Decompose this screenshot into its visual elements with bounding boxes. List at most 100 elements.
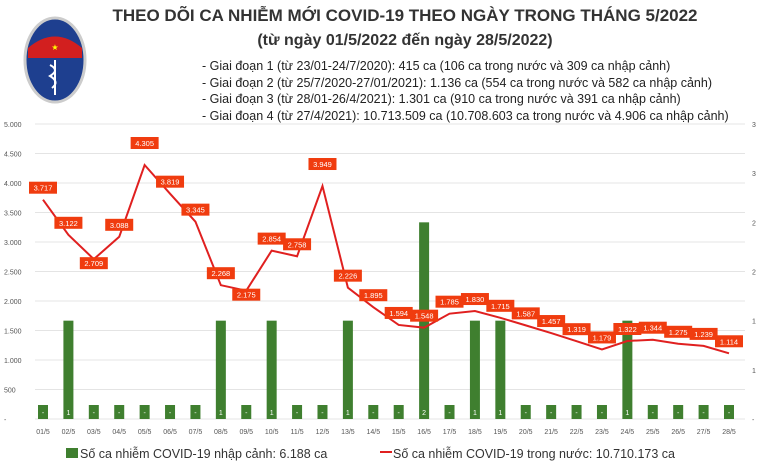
data-label: 1.587	[516, 309, 535, 318]
bar-imported	[342, 320, 353, 419]
bar-label: -	[372, 410, 375, 417]
bar-label: -	[550, 410, 553, 417]
data-label-box	[410, 309, 439, 322]
bar-label: 1	[498, 410, 502, 417]
y2-tick-label: 3	[752, 171, 756, 178]
x-tick-label: 19/5	[494, 429, 508, 436]
bar-imported	[114, 405, 125, 419]
bar-imported	[571, 405, 582, 419]
x-tick-label: 18/5	[468, 429, 482, 436]
data-label: 1.715	[491, 302, 510, 311]
data-label-box	[79, 257, 108, 270]
x-tick-label: 09/5	[239, 429, 253, 436]
x-tick-label: 06/5	[163, 429, 177, 436]
x-tick-label: 24/5	[621, 429, 635, 436]
bar-imported	[190, 405, 201, 419]
y-tick-label: 3.500	[4, 211, 22, 218]
legend-domestic: Số ca nhiễm COVID-19 trong nước: 10.710.…	[393, 446, 675, 461]
x-tick-label: 02/5	[62, 429, 76, 436]
data-label: 1.548	[415, 312, 434, 321]
data-label-box	[537, 315, 566, 328]
data-label-box	[664, 325, 693, 338]
data-label: 1.179	[593, 333, 612, 342]
data-label: 3.819	[161, 178, 180, 187]
data-label-box	[587, 331, 616, 344]
data-label-box	[511, 307, 540, 320]
bar-imported	[368, 405, 379, 419]
bar-imported	[673, 405, 684, 419]
bar-label: -	[321, 410, 324, 417]
data-label: 3.345	[186, 206, 205, 215]
x-tick-label: 25/5	[646, 429, 660, 436]
data-label: 1.594	[389, 309, 408, 318]
data-label: 4.305	[135, 139, 154, 148]
bar-imported	[241, 405, 252, 419]
x-tick-label: 10/5	[265, 429, 279, 436]
data-label: 3.122	[59, 219, 78, 228]
bar-label: 1	[270, 410, 274, 417]
data-label: 2.758	[288, 240, 307, 249]
bar-label: -	[93, 410, 96, 417]
bar-label: 1	[625, 410, 629, 417]
x-tick-label: 16/5	[417, 429, 431, 436]
data-label: 1.114	[720, 337, 738, 346]
bar-label: -	[169, 410, 172, 417]
y2-tick-label: 3	[752, 122, 756, 129]
data-label-box	[460, 293, 489, 306]
bar-imported	[139, 405, 150, 419]
data-label-box	[181, 203, 210, 216]
x-tick-label: 03/5	[87, 429, 101, 436]
data-label: 1.319	[567, 325, 586, 334]
bar-imported	[165, 405, 176, 419]
data-label-box	[308, 158, 337, 171]
data-label: 1.275	[669, 328, 688, 337]
data-label: 1.830	[466, 295, 485, 304]
y-tick-label: 2.500	[4, 270, 22, 277]
bar-label: -	[575, 410, 578, 417]
y2-tick-label: 2	[752, 270, 756, 277]
x-tick-label: 01/5	[36, 429, 50, 436]
bar-imported	[495, 320, 506, 419]
bar-label: -	[728, 410, 731, 417]
bar-label: -	[245, 410, 248, 417]
x-tick-label: 11/5	[291, 429, 304, 436]
x-tick-label: 07/5	[189, 429, 203, 436]
data-label: 2.854	[262, 235, 281, 244]
bar-label: 1	[346, 410, 350, 417]
bar-imported	[622, 320, 633, 419]
bar-imported	[444, 405, 455, 419]
note-phase-4: - Giai đoạn 4 (từ 27/4/2021): 10.713.509…	[202, 108, 729, 123]
bar-imported	[698, 405, 709, 419]
bar-label: 1	[66, 410, 70, 417]
x-tick-label: 05/5	[138, 429, 152, 436]
chart-title: THEO DÕI CA NHIỄM MỚI COVID-19 THEO NGÀY…	[112, 6, 698, 25]
data-label: 2.268	[211, 269, 230, 278]
bar-label: -	[525, 410, 528, 417]
y-tick-label: 5.000	[4, 122, 22, 129]
x-tick-label: 04/5	[112, 429, 126, 436]
data-label: 2.709	[84, 259, 103, 268]
x-tick-label: 08/5	[214, 429, 228, 436]
data-label-box	[689, 327, 718, 340]
note-phase-2: - Giai đoạn 2 (từ 25/7/2020-27/01/2021):…	[202, 75, 712, 90]
y2-tick-label: 1	[752, 368, 756, 375]
bar-label: -	[296, 410, 299, 417]
y2-tick-label: 1	[752, 319, 756, 326]
data-label: 3.949	[313, 160, 332, 169]
data-label-box	[333, 269, 362, 282]
x-tick-label: 20/5	[519, 429, 533, 436]
ministry-of-health-logo: ★	[23, 16, 87, 104]
x-tick-label: 15/5	[392, 429, 406, 436]
bar-label: -	[652, 410, 655, 417]
data-label-box	[130, 137, 159, 150]
x-tick-label: 22/5	[570, 429, 584, 436]
data-label: 1.322	[618, 325, 637, 334]
bar-label: -	[143, 410, 146, 417]
data-label-box	[156, 175, 185, 188]
y-tick-label: -	[4, 417, 7, 424]
data-label: 3.717	[34, 184, 53, 193]
bar-imported	[38, 405, 48, 419]
x-tick-label: 12/5	[316, 429, 330, 436]
bar-label: -	[118, 410, 121, 417]
bar-label: -	[398, 410, 401, 417]
